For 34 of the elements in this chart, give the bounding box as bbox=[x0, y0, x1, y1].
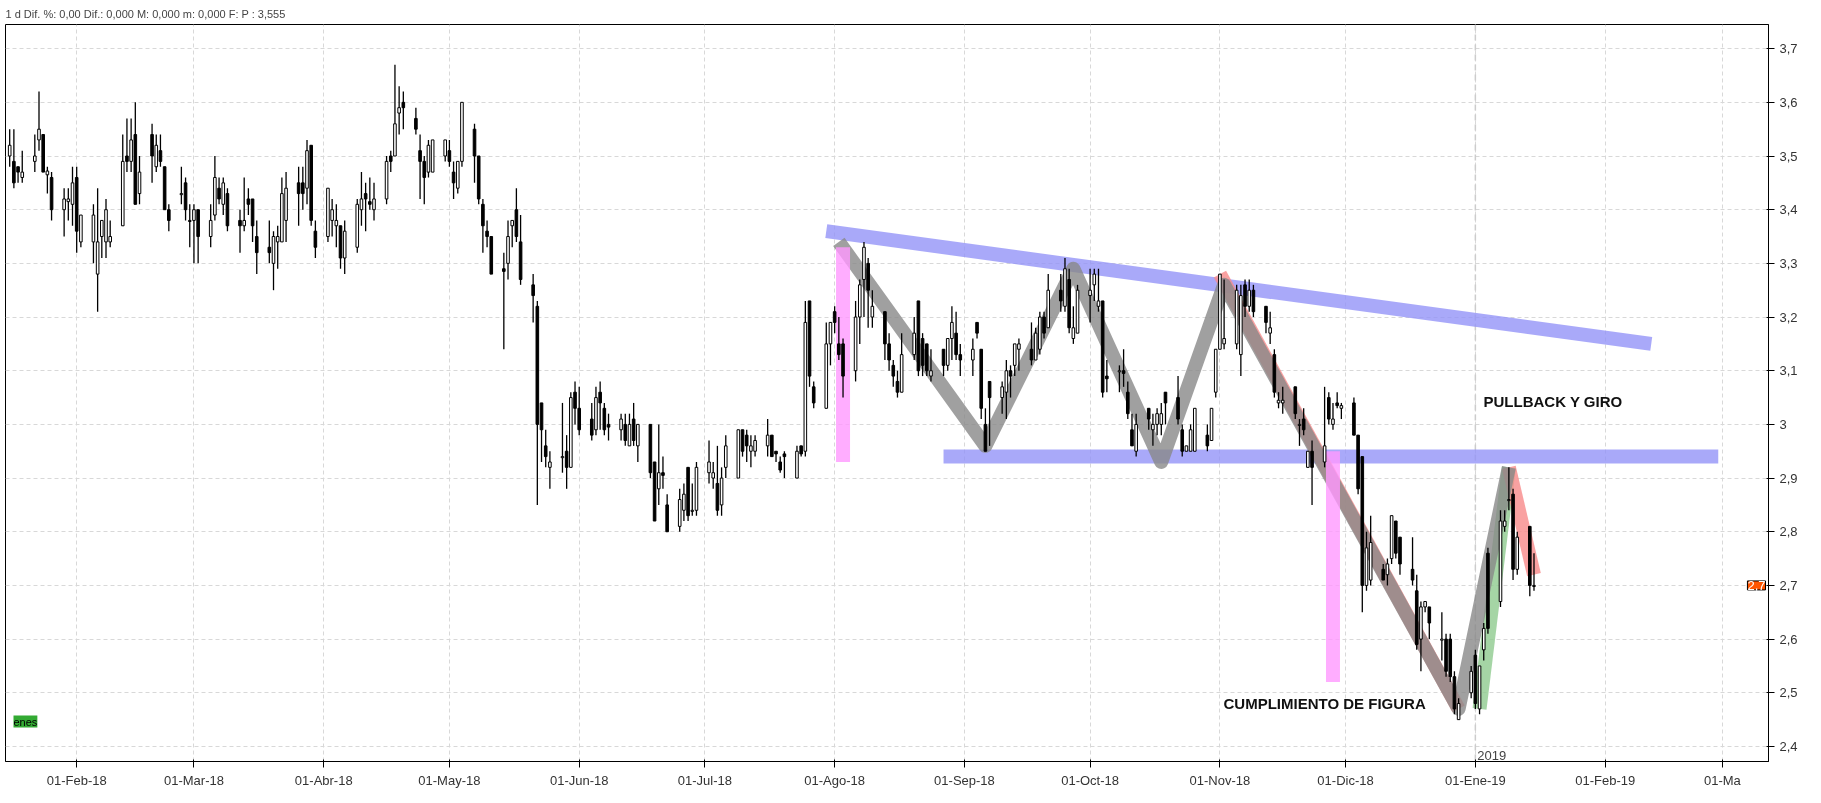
chart-subtitle: 1 d Dif. %: 0,00 Dif.: 0,000 M: 0,000 m: 0,000 F: P : 3,555 bbox=[5, 7, 286, 20]
y-tick-label: 2,8 bbox=[1779, 524, 1798, 540]
annotation: 2,7 bbox=[1747, 577, 1766, 593]
x-tick-label: 01-Dic-18 bbox=[1317, 772, 1374, 788]
y-tick-label: 2,4 bbox=[1779, 738, 1798, 754]
y-tick-label: 3,3 bbox=[1779, 255, 1798, 271]
x-tick-label: 01-Abr-18 bbox=[294, 772, 353, 788]
x-tick-label: 01-Jul-18 bbox=[677, 772, 732, 788]
x-tick-label: 01-Oct-18 bbox=[1061, 772, 1120, 788]
x-tick-label: 01-Ma bbox=[1704, 772, 1742, 788]
y-tick-label: 2,7 bbox=[1779, 577, 1798, 593]
y-tick-label: 3,2 bbox=[1779, 309, 1798, 325]
y-tick-label: 3,1 bbox=[1779, 363, 1798, 379]
y-tick-label: 2,5 bbox=[1779, 685, 1798, 701]
y-tick-label: 2,6 bbox=[1779, 631, 1798, 647]
x-tick-label: 01-Feb-19 bbox=[1575, 772, 1636, 788]
x-tick-label: 01-Nov-18 bbox=[1189, 772, 1251, 788]
x-tick-label: 01-May-18 bbox=[418, 772, 481, 788]
x-tick-label: 01-Sep-18 bbox=[934, 772, 995, 788]
x-tick-label: 01-Ago-18 bbox=[804, 772, 866, 788]
annotation: CUMPLIMIENTO DE FIGURA bbox=[1223, 694, 1426, 712]
x-tick-label: 01-Mar-18 bbox=[163, 772, 224, 788]
annotation: PULLBACK Y GIRO bbox=[1483, 392, 1623, 410]
x-tick-label: 01-Feb-18 bbox=[46, 772, 107, 788]
x-tick-label: 01-Ene-19 bbox=[1445, 772, 1506, 788]
y-tick-label: 3,7 bbox=[1779, 41, 1798, 57]
annotation: enes bbox=[13, 715, 38, 728]
y-tick-label: 3 bbox=[1779, 416, 1787, 432]
y-tick-label: 3,4 bbox=[1779, 202, 1798, 218]
x-tick-label: 01-Jun-18 bbox=[549, 772, 609, 788]
y-tick-label: 2,9 bbox=[1779, 470, 1798, 486]
y-tick-label: 3,6 bbox=[1779, 94, 1798, 110]
y-tick-label: 3,5 bbox=[1779, 148, 1798, 164]
ref-line-label: 2019 bbox=[1477, 747, 1507, 763]
